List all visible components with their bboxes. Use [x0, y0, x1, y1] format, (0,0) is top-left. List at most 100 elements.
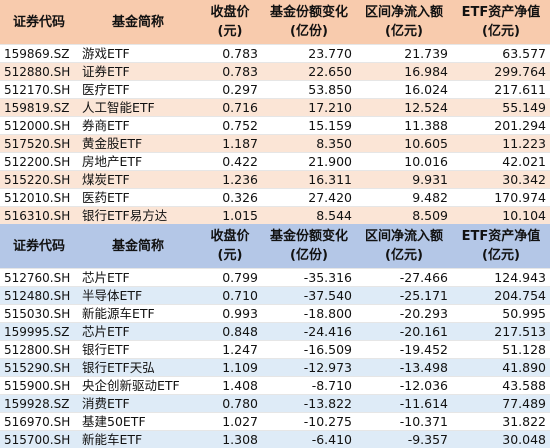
cell-net-assets: 217.611 — [494, 81, 546, 97]
table-row: 159819.SZ 人工智能ETF 0.716 17.210 12.524 55.149 — [0, 98, 550, 116]
table-row: 515700.SH 新能车ETF 1.308 -6.410 -9.357 30.048 — [0, 430, 550, 448]
table-row: 512480.SH 半导体ETF 0.710 -37.540 -25.171 204.75… — [0, 286, 550, 304]
cell-net-assets: 10.104 — [502, 207, 546, 223]
cell-share-change: -16.509 — [303, 341, 352, 357]
cell-name: 黄金股ETF — [82, 135, 143, 151]
cell-price: 0.780 — [222, 395, 258, 411]
header-price: 收盘价 (元) — [210, 229, 250, 263]
cell-price: 1.187 — [222, 135, 258, 151]
cell-name: 证券ETF — [82, 63, 130, 79]
cell-code: 512800.SH — [4, 342, 71, 357]
cell-name: 银行ETF — [82, 341, 130, 357]
cell-share-change: 23.770 — [308, 45, 352, 61]
table-row: 512170.SH 医疗ETF 0.297 53.850 16.024 217.611 — [0, 80, 550, 98]
outflow-header-row: 证券代码 基金简称 收盘价 (元) 基金份额变化 (亿份) 区间净流入额 (亿元) E… — [0, 224, 550, 268]
cell-name: 半导体ETF — [82, 287, 143, 303]
cell-price: 1.109 — [222, 359, 258, 375]
table-row: 159928.SZ 消费ETF 0.780 -13.822 -11.614 77.489 — [0, 394, 550, 412]
header-price: 收盘价 (元) — [210, 5, 250, 39]
cell-net-inflow: -19.452 — [399, 341, 448, 357]
cell-code: 515220.SH — [4, 172, 71, 187]
cell-price: 1.308 — [222, 431, 258, 447]
cell-price: 1.247 — [222, 341, 258, 357]
cell-price: 0.799 — [222, 269, 258, 285]
cell-net-inflow: 9.931 — [412, 171, 448, 187]
cell-net-inflow: -20.293 — [399, 305, 448, 321]
cell-net-assets: 63.577 — [502, 45, 546, 61]
table-row: 512000.SH 券商ETF 0.752 15.159 11.388 201.294 — [0, 116, 550, 134]
table-row: 512760.SH 芯片ETF 0.799 -35.316 -27.466 124.943 — [0, 268, 550, 286]
cell-price: 0.710 — [222, 287, 258, 303]
inflow-header-row: 证券代码 基金简称 收盘价 (元) 基金份额变化 (亿份) 区间净流入额 (亿元) E… — [0, 0, 550, 44]
cell-net-inflow: 16.024 — [404, 81, 448, 97]
cell-net-inflow: -27.466 — [399, 269, 448, 285]
cell-share-change: 17.210 — [308, 99, 352, 115]
cell-net-assets: 41.890 — [502, 359, 546, 375]
cell-code: 515900.SH — [4, 378, 71, 393]
cell-share-change: 22.650 — [308, 63, 352, 79]
cell-share-change: -18.800 — [303, 305, 352, 321]
cell-price: 0.297 — [222, 81, 258, 97]
cell-code: 512200.SH — [4, 154, 71, 169]
cell-net-assets: 77.489 — [502, 395, 546, 411]
cell-name: 煤炭ETF — [82, 171, 130, 187]
cell-name: 芯片ETF — [82, 269, 130, 285]
cell-share-change: -13.822 — [303, 395, 352, 411]
cell-net-inflow: -9.357 — [407, 431, 448, 447]
cell-code: 516310.SH — [4, 208, 71, 223]
cell-net-inflow: -25.171 — [399, 287, 448, 303]
cell-net-assets: 43.588 — [502, 377, 546, 393]
cell-price: 0.422 — [222, 153, 258, 169]
cell-price: 0.783 — [222, 63, 258, 79]
cell-code: 159995.SZ — [4, 324, 70, 339]
header-share-change: 基金份额变化 (亿份) — [269, 229, 348, 263]
cell-name: 医疗ETF — [82, 81, 130, 97]
cell-net-assets: 204.754 — [494, 287, 546, 303]
cell-price: 0.716 — [222, 99, 258, 115]
cell-code: 512010.SH — [4, 190, 71, 205]
cell-name: 基建50ETF — [82, 413, 146, 429]
cell-net-inflow: 9.482 — [412, 189, 448, 205]
header-net-inflow: 区间净流入额 (亿元) — [364, 229, 443, 263]
cell-share-change: -8.710 — [311, 377, 352, 393]
cell-share-change: -35.316 — [303, 269, 352, 285]
outflow-section: 证券代码 基金简称 收盘价 (元) 基金份额变化 (亿份) 区间净流入额 (亿元) E… — [0, 224, 550, 448]
cell-net-assets: 217.513 — [494, 323, 546, 339]
cell-price: 0.848 — [222, 323, 258, 339]
cell-net-assets: 51.128 — [502, 341, 546, 357]
cell-code: 159869.SZ — [4, 46, 70, 61]
cell-net-inflow: 10.016 — [404, 153, 448, 169]
cell-code: 517520.SH — [4, 136, 71, 151]
cell-share-change: 53.850 — [308, 81, 352, 97]
table-row: 512880.SH 证券ETF 0.783 22.650 16.984 299.764 — [0, 62, 550, 80]
cell-code: 515290.SH — [4, 360, 71, 375]
table-row: 512200.SH 房地产ETF 0.422 21.900 10.016 42.021 — [0, 152, 550, 170]
cell-share-change: -37.540 — [303, 287, 352, 303]
cell-code: 515030.SH — [4, 306, 71, 321]
cell-net-assets: 30.048 — [502, 431, 546, 447]
cell-price: 0.752 — [222, 117, 258, 133]
cell-name: 游戏ETF — [82, 45, 130, 61]
cell-code: 159928.SZ — [4, 396, 70, 411]
table-row: 516310.SH 银行ETF易方达 1.015 8.544 8.509 10.104 — [0, 206, 550, 224]
cell-code: 512000.SH — [4, 118, 71, 133]
cell-share-change: 27.420 — [308, 189, 352, 205]
table-row: 512010.SH 医药ETF 0.326 27.420 9.482 170.974 — [0, 188, 550, 206]
header-share-change: 基金份额变化 (亿份) — [269, 5, 348, 39]
cell-net-assets: 11.223 — [502, 135, 546, 151]
cell-net-inflow: -13.498 — [399, 359, 448, 375]
cell-net-assets: 42.021 — [502, 153, 546, 169]
cell-code: 516970.SH — [4, 414, 71, 429]
table-row: 159869.SZ 游戏ETF 0.783 23.770 21.739 63.577 — [0, 44, 550, 62]
table-row: 159995.SZ 芯片ETF 0.848 -24.416 -20.161 217.513 — [0, 322, 550, 340]
cell-price: 1.236 — [222, 171, 258, 187]
header-net-inflow: 区间净流入额 (亿元) — [364, 5, 443, 39]
cell-net-inflow: -12.036 — [399, 377, 448, 393]
cell-name: 银行ETF天弘 — [82, 359, 155, 375]
cell-name: 人工智能ETF — [82, 99, 155, 115]
cell-net-inflow: -20.161 — [399, 323, 448, 339]
cell-price: 0.326 — [222, 189, 258, 205]
cell-share-change: 16.311 — [308, 171, 352, 187]
inflow-section: 证券代码 基金简称 收盘价 (元) 基金份额变化 (亿份) 区间净流入额 (亿元) E… — [0, 0, 550, 224]
table-row: 515900.SH 央企创新驱动ETF 1.408 -8.710 -12.036 43.5… — [0, 376, 550, 394]
